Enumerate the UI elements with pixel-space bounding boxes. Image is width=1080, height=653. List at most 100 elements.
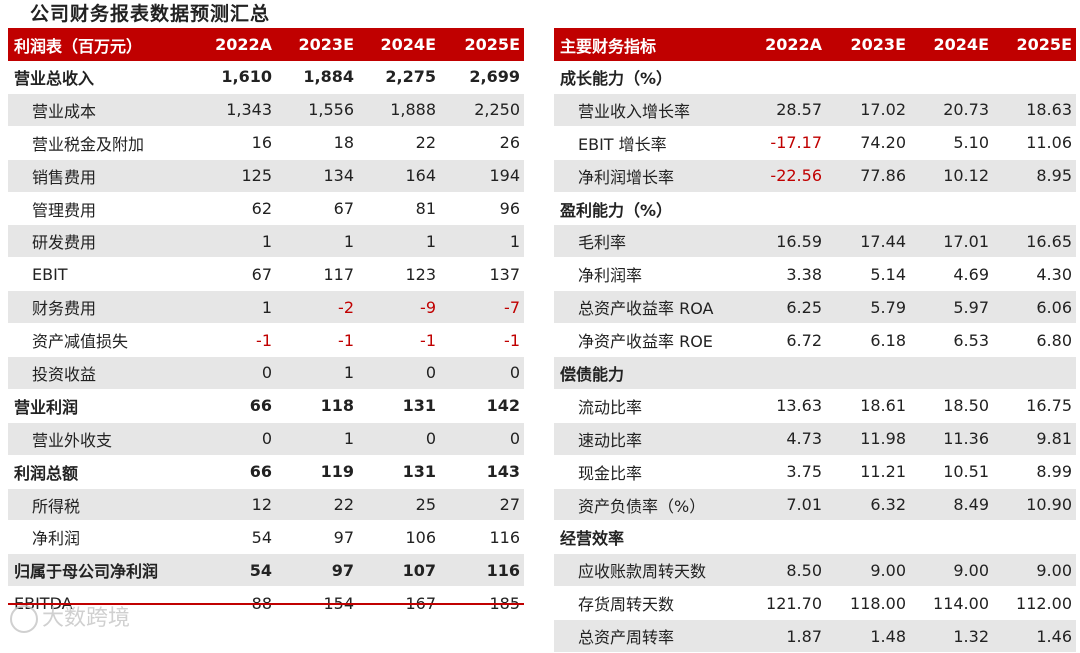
row-value: 28.57: [744, 93, 826, 127]
row-label: 流动比率: [554, 389, 744, 423]
table-row: 现金比率 3.75 11.21 10.51 8.99: [554, 455, 1076, 489]
row-value: 6.53: [910, 323, 993, 358]
table-row: 资产减值损失 -1 -1 -1 -1: [8, 323, 524, 358]
row-value: 6.32: [826, 488, 910, 522]
table-row: 所得税 12 22 25 27: [8, 488, 524, 522]
row-label: EBIT: [8, 257, 190, 292]
row-value: [744, 192, 826, 226]
table-row: 营业收入增长率 28.57 17.02 20.73 18.63: [554, 93, 1076, 127]
row-value: -7: [440, 290, 524, 325]
row-label: 经营效率: [554, 520, 744, 555]
row-value: 20.73: [910, 93, 993, 127]
row-value: 10.12: [910, 159, 993, 193]
row-value: -1: [190, 323, 276, 358]
row-value: -1: [440, 323, 524, 358]
row-value: 2,699: [440, 61, 524, 94]
row-value: 9.00: [826, 553, 910, 588]
row-value: -1: [358, 323, 440, 358]
row-value: 118.00: [826, 586, 910, 621]
row-value: 2,275: [358, 61, 440, 94]
table-row: 盈利能力（%）: [554, 192, 1076, 226]
row-value: 26: [440, 126, 524, 160]
row-label: 速动比率: [554, 422, 744, 456]
table-row: 偿债能力: [554, 356, 1076, 390]
row-value: 143: [440, 455, 524, 489]
row-value: 16.65: [993, 224, 1076, 259]
row-value: 8.49: [910, 488, 993, 522]
row-value: [826, 356, 910, 390]
row-value: 3.75: [744, 455, 826, 489]
table-row: 营业外收支 0 1 0 0: [8, 422, 524, 456]
row-value: 6.72: [744, 323, 826, 358]
row-value: [993, 520, 1076, 555]
row-value: 11.21: [826, 455, 910, 489]
row-value: [993, 192, 1076, 226]
table-row: 营业税金及附加 16 18 22 26: [8, 126, 524, 160]
row-value: -17.17: [744, 126, 826, 160]
watermark-logo-icon: [10, 605, 38, 633]
row-value: 54: [190, 520, 276, 555]
row-label: 净利润率: [554, 257, 744, 292]
row-value: 0: [358, 356, 440, 390]
row-value: 10.51: [910, 455, 993, 489]
row-value: [826, 61, 910, 94]
row-label: EBIT 增长率: [554, 126, 744, 160]
row-label: 研发费用: [8, 224, 190, 259]
row-value: -2: [276, 290, 358, 325]
table-row: 总资产周转率 1.87 1.48 1.32 1.46: [554, 619, 1076, 653]
row-value: 1: [358, 224, 440, 259]
row-value: 7.01: [744, 488, 826, 522]
row-value: 0: [190, 422, 276, 456]
row-value: 97: [276, 520, 358, 555]
row-value: 5.10: [910, 126, 993, 160]
watermark: 大数跨境: [10, 600, 130, 633]
table-row: EBIT 67 117 123 137: [8, 257, 524, 292]
row-value: 1,556: [276, 93, 358, 127]
table-row: 投资收益 0 1 0 0: [8, 356, 524, 390]
row-label: 销售费用: [8, 159, 190, 193]
row-value: 131: [358, 455, 440, 489]
table-row: 营业总收入 1,610 1,884 2,275 2,699: [8, 61, 524, 94]
row-value: [910, 520, 993, 555]
table-row: 净利润 54 97 106 116: [8, 520, 524, 555]
row-value: 1.87: [744, 619, 826, 653]
table-row: 研发费用 1 1 1 1: [8, 224, 524, 259]
header-year: 2023E: [276, 28, 358, 61]
row-value: 3.38: [744, 257, 826, 292]
row-value: 6.18: [826, 323, 910, 358]
row-value: 11.98: [826, 422, 910, 456]
row-value: 6.80: [993, 323, 1076, 358]
row-value: 77.86: [826, 159, 910, 193]
row-value: 116: [440, 520, 524, 555]
row-value: 4.30: [993, 257, 1076, 292]
row-value: 1,343: [190, 93, 276, 127]
table-row: 总资产收益率 ROA 6.25 5.79 5.97 6.06: [554, 290, 1076, 325]
row-value: 123: [358, 257, 440, 292]
row-value: 106: [358, 520, 440, 555]
row-value: -1: [276, 323, 358, 358]
row-value: 16.75: [993, 389, 1076, 423]
table-row: 应收账款周转天数 8.50 9.00 9.00 9.00: [554, 553, 1076, 588]
row-value: 0: [190, 356, 276, 390]
row-label: 营业总收入: [8, 61, 190, 94]
row-label: 归属于母公司净利润: [8, 553, 190, 588]
row-value: [910, 356, 993, 390]
row-label: 资产负债率（%）: [554, 488, 744, 522]
row-value: [993, 356, 1076, 390]
row-value: 54: [190, 553, 276, 588]
row-value: 18.63: [993, 93, 1076, 127]
row-value: 81: [358, 192, 440, 226]
row-value: 67: [276, 192, 358, 226]
row-label: 现金比率: [554, 455, 744, 489]
row-label: 投资收益: [8, 356, 190, 390]
row-value: 1: [276, 356, 358, 390]
row-label: 资产减值损失: [8, 323, 190, 358]
row-label: 应收账款周转天数: [554, 553, 744, 588]
table-row: 毛利率 16.59 17.44 17.01 16.65: [554, 224, 1076, 259]
row-value: 1,884: [276, 61, 358, 94]
row-label: 所得税: [8, 488, 190, 522]
row-value: 1: [440, 224, 524, 259]
row-value: 8.50: [744, 553, 826, 588]
row-value: 0: [358, 422, 440, 456]
row-value: 112.00: [993, 586, 1076, 621]
